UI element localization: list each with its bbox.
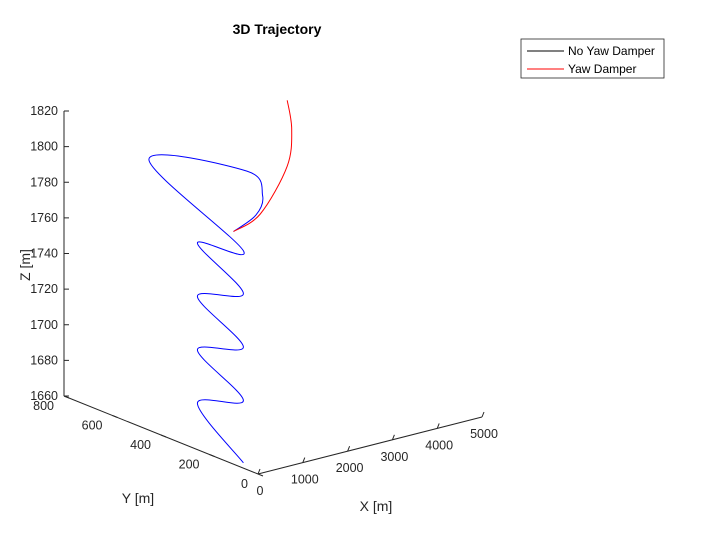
z-tick-label: 1780 bbox=[30, 175, 58, 189]
series-layer bbox=[148, 100, 293, 464]
x-axis-label: X [m] bbox=[360, 498, 393, 514]
y-tick-label: 800 bbox=[33, 399, 54, 413]
x-tick-label: 2000 bbox=[336, 461, 364, 475]
y-tick-label: 600 bbox=[82, 419, 103, 433]
z-tick-label: 1680 bbox=[30, 353, 58, 367]
x-tick-label: 4000 bbox=[425, 438, 453, 452]
x-tick-label: 3000 bbox=[380, 450, 408, 464]
z-tick-label: 1760 bbox=[30, 211, 58, 225]
z-tick-label: 1800 bbox=[30, 140, 58, 154]
x-axis-line bbox=[257, 416, 483, 475]
x-tick-mark bbox=[257, 468, 261, 475]
z-tick-label: 1720 bbox=[30, 282, 58, 296]
legend-box bbox=[520, 38, 665, 79]
chart-title: 3D Trajectory bbox=[233, 21, 322, 37]
y-tick-mark bbox=[257, 473, 264, 477]
z-tick-label: 1740 bbox=[30, 247, 58, 261]
no-yaw-damper-series-line bbox=[148, 154, 264, 464]
x-tick-mark bbox=[391, 434, 395, 440]
y-tick-mark bbox=[209, 454, 215, 457]
x-tick-mark bbox=[302, 457, 306, 463]
legend-entry-yaw-damper: Yaw Damper bbox=[568, 62, 636, 76]
z-tick-label: 1700 bbox=[30, 318, 58, 332]
y-axis-label: Y [m] bbox=[122, 490, 154, 506]
y-tick-mark bbox=[160, 434, 167, 438]
legend[interactable]: No Yaw Damper Yaw Damper bbox=[520, 38, 665, 79]
axes bbox=[63, 111, 483, 475]
y-tick-label: 200 bbox=[179, 458, 200, 472]
x-tick-label: 0 bbox=[257, 484, 264, 498]
y-tick-label: 400 bbox=[130, 438, 151, 452]
tick-marks bbox=[63, 110, 485, 477]
x-tick-mark bbox=[481, 411, 485, 418]
x-tick-mark bbox=[436, 423, 440, 429]
z-axis-label: Z [m] bbox=[17, 249, 33, 281]
x-tick-label: 1000 bbox=[291, 473, 319, 487]
yaw-damper-series-line bbox=[233, 100, 293, 232]
y-tick-label: 0 bbox=[241, 477, 248, 491]
z-tick-label: 1820 bbox=[30, 104, 58, 118]
y-tick-mark bbox=[112, 415, 118, 418]
x-tick-label: 5000 bbox=[470, 427, 498, 441]
z-tick-label: 1660 bbox=[30, 389, 58, 403]
x-tick-mark bbox=[347, 446, 351, 452]
legend-entry-no-yaw-damper: No Yaw Damper bbox=[568, 44, 655, 58]
